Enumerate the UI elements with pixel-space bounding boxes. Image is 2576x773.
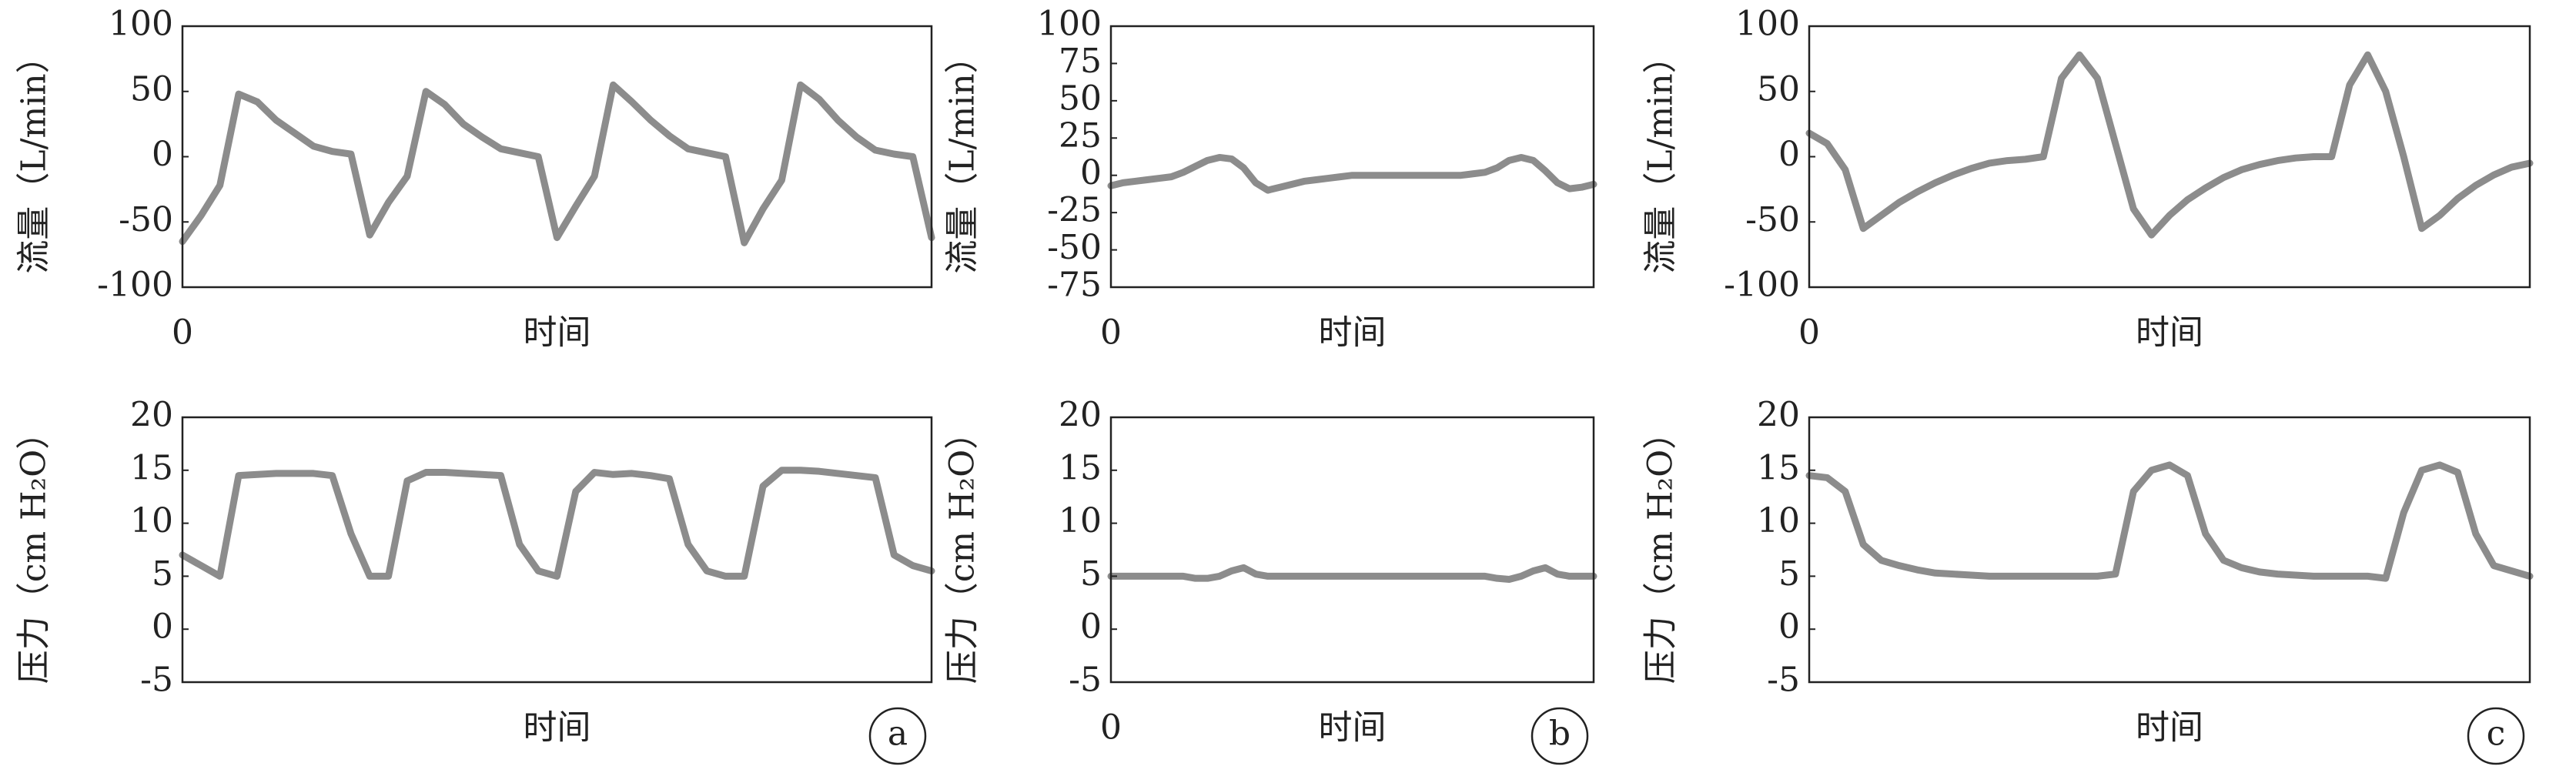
panel-badge — [868, 707, 927, 765]
x-tick-label: 0 — [1100, 708, 1122, 748]
y-tick-label: -100 — [1724, 266, 1800, 305]
y-tick-label: -75 — [1047, 266, 1102, 305]
y-tick-label: -50 — [1047, 228, 1102, 267]
y-tick-label: 15 — [1757, 448, 1800, 487]
y-axis-label: 压力（cm H₂O） — [943, 416, 982, 684]
plot-frame — [1808, 416, 2531, 684]
panel-badge — [1531, 707, 1589, 765]
y-tick-label: -5 — [140, 661, 173, 700]
y-tick-label: 10 — [130, 501, 173, 540]
y-tick-label: 10 — [1757, 501, 1800, 540]
y-tick-label: 0 — [1778, 135, 1800, 174]
x-axis-label: 时间 — [2136, 708, 2203, 748]
y-tick-label: 100 — [1735, 5, 1800, 44]
plot-frame — [1109, 416, 1595, 684]
y-tick-label: 20 — [1059, 396, 1102, 435]
data-line — [1107, 153, 1597, 194]
y-tick-label: 0 — [152, 607, 173, 647]
x-axis-label: 时间 — [2136, 313, 2203, 353]
x-tick-label: 0 — [172, 313, 193, 353]
y-tick-label: -100 — [97, 266, 173, 305]
data-line — [179, 81, 935, 246]
y-tick-label: 50 — [1059, 79, 1102, 118]
y-tick-label: -50 — [119, 200, 173, 239]
x-axis-label: 时间 — [524, 313, 591, 353]
plot-frame — [1109, 25, 1595, 289]
y-tick-label: 20 — [130, 396, 173, 435]
plot-frame — [181, 416, 933, 684]
y-tick-label: 0 — [1080, 153, 1102, 192]
y-tick-label: 50 — [1757, 69, 1800, 109]
plot-frame — [1808, 25, 2531, 289]
y-tick-label: 10 — [1059, 501, 1102, 540]
y-tick-label: 5 — [152, 554, 173, 594]
data-line — [1805, 461, 2534, 582]
panel-label: a — [888, 714, 908, 754]
data-line — [1805, 51, 2534, 239]
y-tick-label: 0 — [1080, 607, 1102, 647]
panel-label: c — [2487, 714, 2506, 754]
x-axis-label: 时间 — [1319, 708, 1387, 748]
y-axis-label: 压力（cm H₂O） — [15, 416, 54, 684]
x-axis-label: 时间 — [524, 708, 591, 748]
y-tick-label: 0 — [152, 135, 173, 174]
x-tick-label: 0 — [1100, 313, 1122, 353]
data-line — [1107, 564, 1597, 584]
y-tick-label: 0 — [1778, 607, 1800, 647]
y-axis-label: 流量（L/min） — [943, 39, 982, 273]
y-axis-label: 流量（L/min） — [1641, 39, 1681, 273]
x-tick-label: 0 — [1798, 313, 1820, 353]
x-axis-label: 时间 — [1319, 313, 1387, 353]
y-tick-label: 100 — [109, 5, 173, 44]
panel-badge — [2467, 707, 2525, 765]
y-tick-label: 5 — [1080, 554, 1102, 594]
y-axis-label: 流量（L/min） — [15, 39, 54, 273]
y-tick-label: 100 — [1037, 5, 1102, 44]
y-tick-label: -50 — [1745, 200, 1800, 239]
y-axis-label: 压力（cm H₂O） — [1641, 416, 1681, 684]
y-tick-label: -5 — [1767, 661, 1800, 700]
plot-frame — [181, 25, 933, 289]
y-tick-label: -25 — [1047, 191, 1102, 230]
y-tick-label: 20 — [1757, 396, 1800, 435]
y-tick-label: 50 — [130, 69, 173, 109]
y-tick-label: 5 — [1778, 554, 1800, 594]
y-tick-label: 15 — [130, 448, 173, 487]
data-line — [179, 467, 935, 580]
y-tick-label: -5 — [1069, 661, 1102, 700]
y-tick-label: 25 — [1059, 116, 1102, 156]
y-tick-label: 15 — [1059, 448, 1102, 487]
y-tick-label: 75 — [1059, 42, 1102, 81]
panel-label: b — [1549, 714, 1571, 754]
